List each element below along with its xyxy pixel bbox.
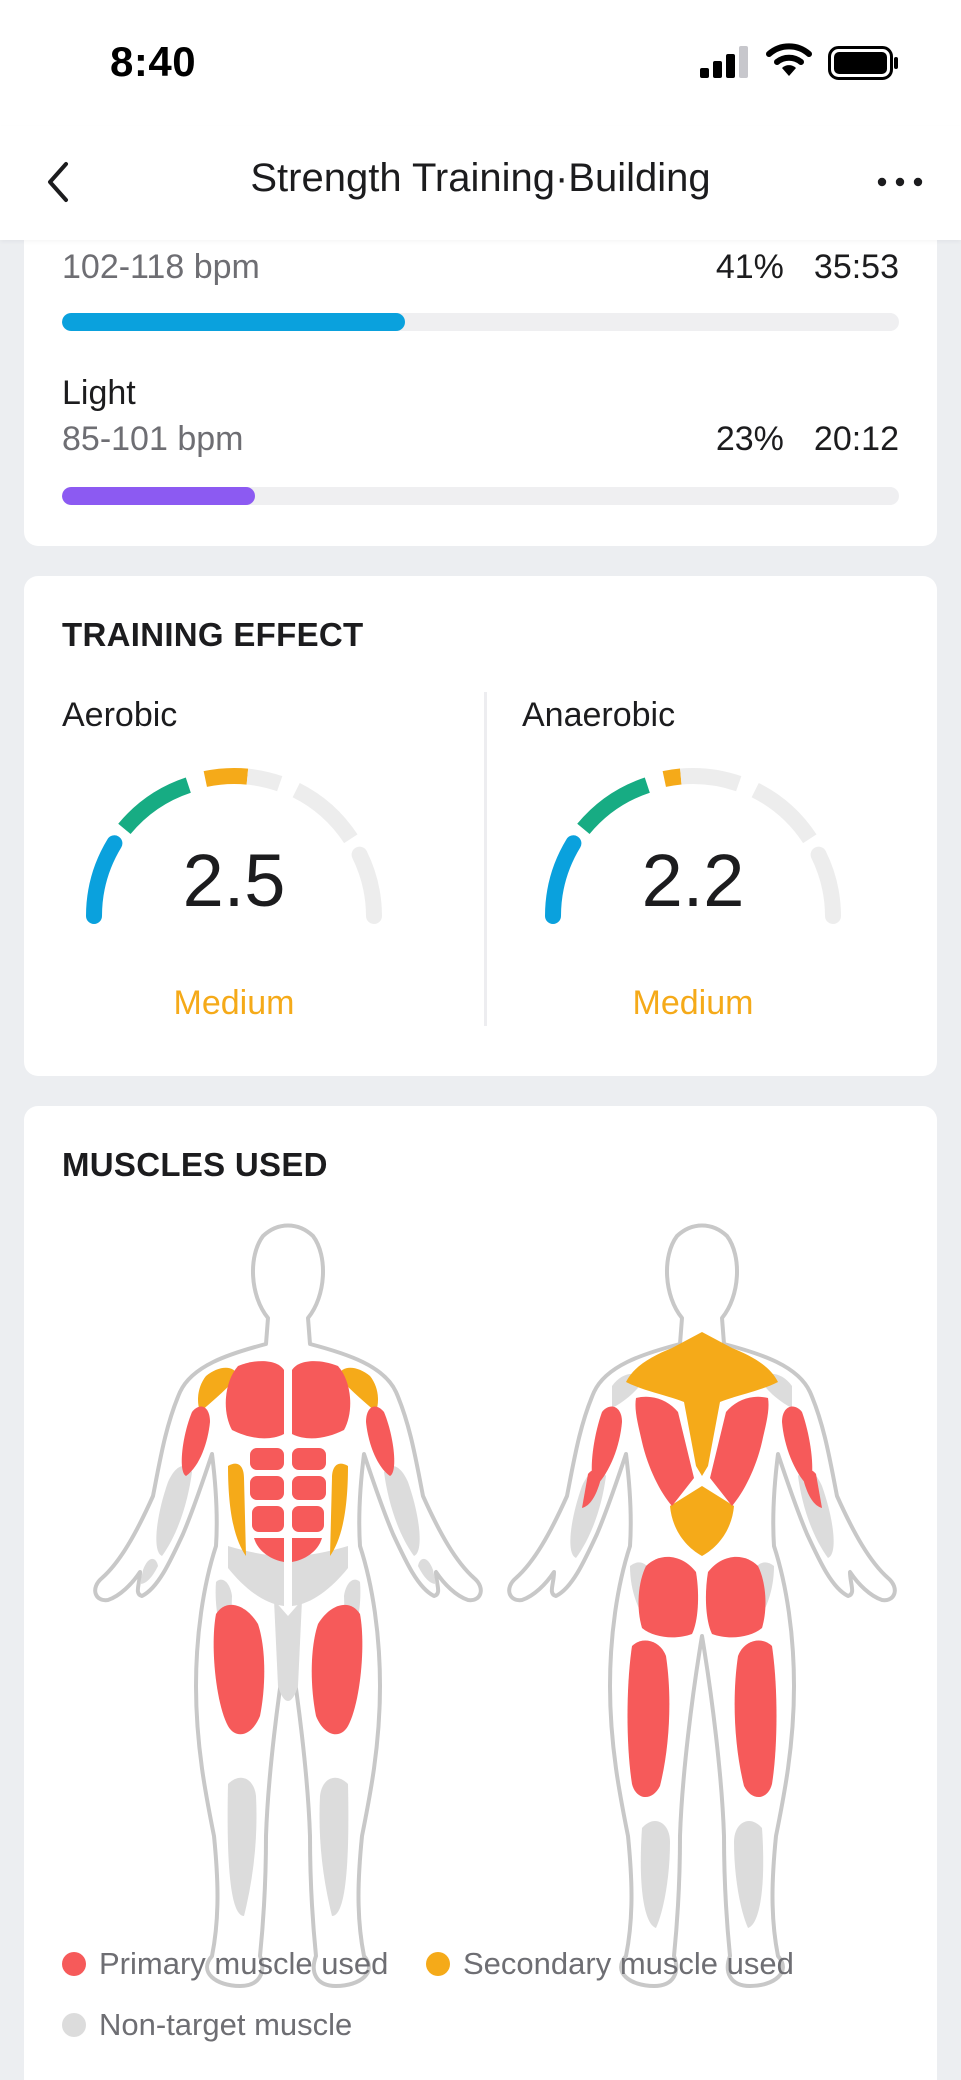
heart-rate-zones-card: 102-118 bpm 41% 35:53 Light 85-101 bpm 23… [24, 200, 937, 546]
section-title: TRAINING EFFECT [62, 616, 364, 653]
section-title: MUSCLES USED [62, 1146, 328, 1183]
primary-dot-icon [62, 1952, 86, 1976]
anaerobic-label: Anaerobic [522, 696, 676, 734]
zone-stats: 23% 20:12 [716, 420, 899, 459]
page-title: Strength Training·Building [250, 156, 711, 200]
anaerobic-value: 2.2 [641, 839, 745, 922]
status-bar: 8:40 [0, 0, 961, 126]
zone-range: 102-118 bpm [62, 248, 260, 286]
muscles-used-card: MUSCLES USED [24, 1106, 937, 2080]
navigation-bar: Strength Training·Building [0, 126, 961, 240]
front-nontarget-muscles [140, 1466, 436, 1916]
legend-label: Non-target muscle [99, 2007, 353, 2042]
back-primary-muscles [582, 1396, 822, 1798]
chevron-left-icon[interactable] [36, 154, 84, 210]
aerobic-gauge [86, 768, 382, 924]
zone-percent: 23% [715, 420, 784, 458]
zone-progress-fill [62, 313, 406, 331]
more-horizontal-icon[interactable] [875, 168, 925, 196]
anaerobic-level: Medium [632, 984, 754, 1022]
legend-secondary: Secondary muscle used [426, 1946, 794, 1982]
aerobic-level: Medium [173, 984, 295, 1022]
zone-progress-track [62, 313, 899, 331]
zone-duration: 20:12 [813, 420, 899, 458]
legend-label: Secondary muscle used [463, 1946, 794, 1981]
cellular-signal-icon [700, 46, 748, 78]
zone-percent: 41% [715, 248, 784, 286]
legend-nontarget: Non-target muscle [62, 2007, 352, 2043]
front-secondary-muscles [198, 1367, 378, 1556]
battery-icon [828, 46, 898, 80]
anaerobic-gauge [545, 768, 841, 924]
legend-label: Primary muscle used [99, 1946, 389, 1981]
zone-duration: 35:53 [813, 248, 899, 286]
status-time: 8:40 [110, 38, 197, 85]
nontarget-dot-icon [62, 2013, 86, 2037]
training-effect-card: TRAINING EFFECT Aerobic 2.5 Medium Anaer… [24, 576, 937, 1076]
divider [484, 692, 487, 1026]
aerobic-value: 2.5 [182, 839, 286, 922]
zone-progress-fill [62, 487, 255, 505]
aerobic-label: Aerobic [62, 696, 178, 734]
back-secondary-muscles [626, 1332, 778, 1556]
front-primary-muscles [181, 1361, 395, 1735]
zone-range: 85-101 bpm [62, 420, 244, 458]
zone-progress-track [62, 487, 899, 505]
zone-name: Light [62, 374, 136, 412]
secondary-dot-icon [426, 1952, 450, 1976]
legend-primary: Primary muscle used [62, 1946, 388, 1982]
zone-stats: 41% 35:53 [716, 248, 899, 287]
front-body-figure [93, 1223, 483, 1988]
wifi-icon [766, 43, 812, 76]
back-body-figure [507, 1223, 897, 1988]
